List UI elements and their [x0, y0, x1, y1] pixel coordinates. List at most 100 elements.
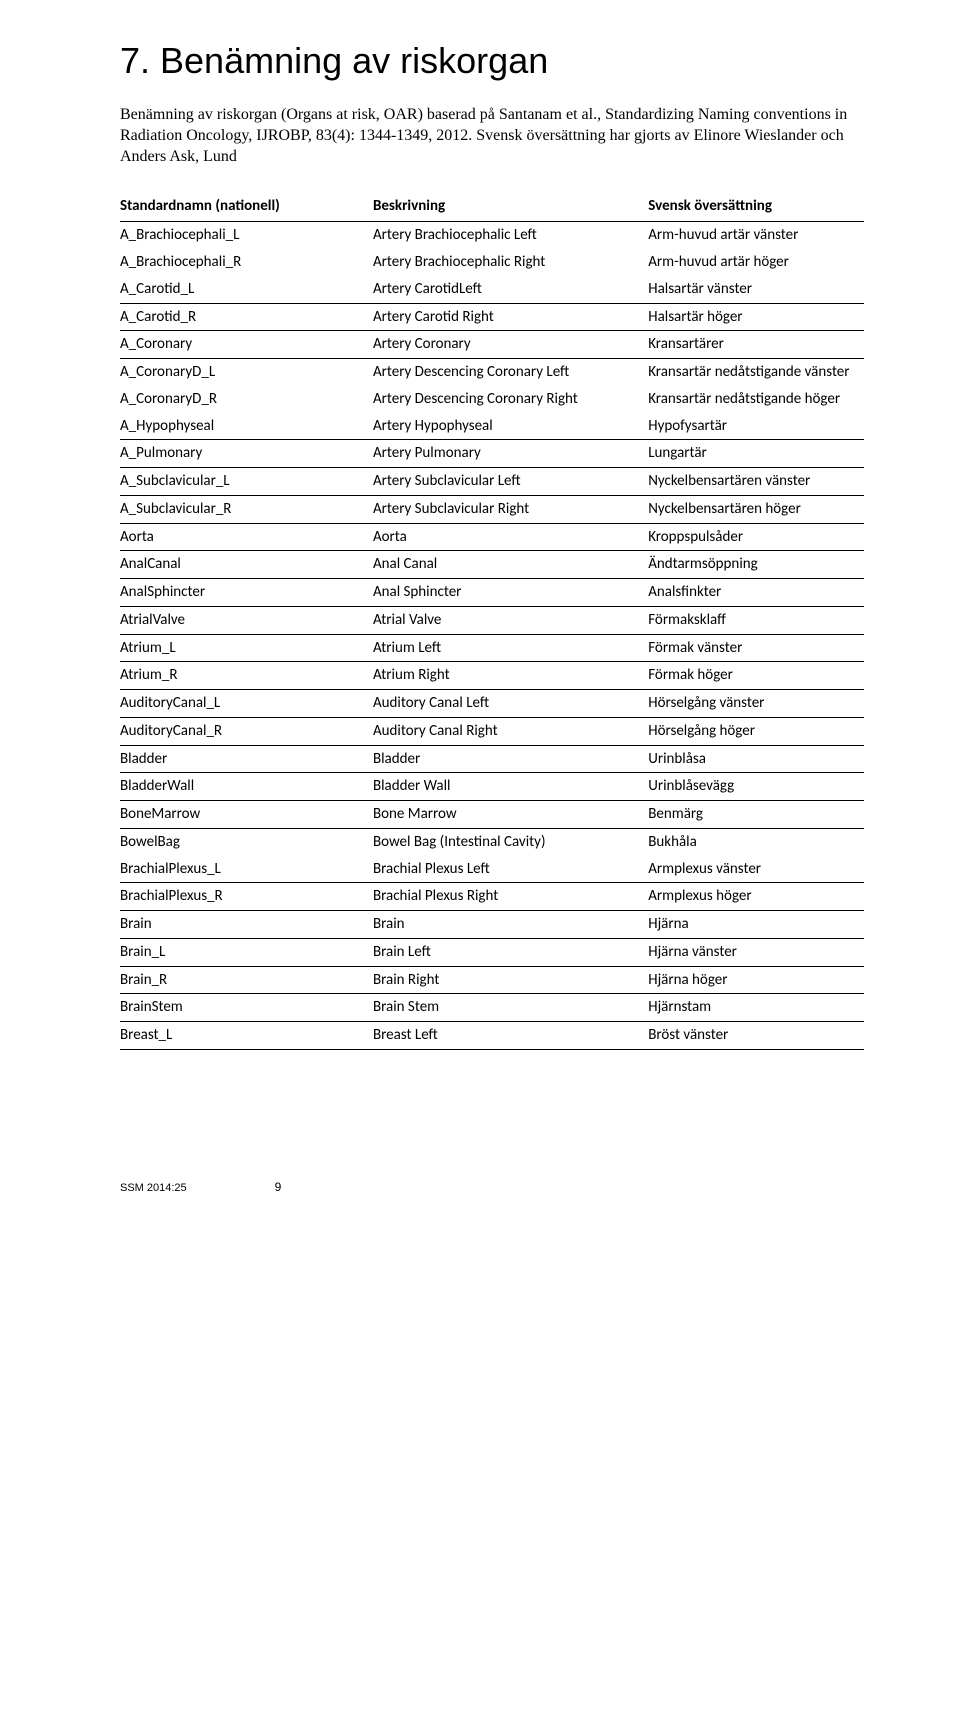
table-row: BoneMarrowBone MarrowBenmärg	[120, 801, 864, 829]
cell-svensk: Arm-huvud artär höger	[648, 249, 864, 276]
table-row: A_HypophysealArtery HypophysealHypofysar…	[120, 413, 864, 440]
table-row: Brain_RBrain RightHjärna höger	[120, 966, 864, 994]
table-row: A_Brachiocephali_LArtery Brachiocephalic…	[120, 222, 864, 249]
table-row: A_Brachiocephali_RArtery Brachiocephalic…	[120, 249, 864, 276]
cell-svensk: Hjärnstam	[648, 994, 864, 1022]
cell-beskrivning: Breast Left	[373, 1022, 648, 1050]
cell-standardnamn: AuditoryCanal_R	[120, 717, 373, 745]
cell-svensk: Hjärna vänster	[648, 938, 864, 966]
cell-beskrivning: Brain Stem	[373, 994, 648, 1022]
cell-standardnamn: BrachialPlexus_R	[120, 883, 373, 911]
table-row: Atrium_LAtrium LeftFörmak vänster	[120, 634, 864, 662]
cell-standardnamn: A_Subclavicular_L	[120, 468, 373, 496]
cell-svensk: Förmaksklaff	[648, 606, 864, 634]
cell-beskrivning: Artery Brachiocephalic Right	[373, 249, 648, 276]
table-row: A_Subclavicular_LArtery Subclavicular Le…	[120, 468, 864, 496]
table-body: A_Brachiocephali_LArtery Brachiocephalic…	[120, 222, 864, 1050]
table-row: A_CoronaryArtery CoronaryKransartärer	[120, 331, 864, 359]
cell-beskrivning: Brachial Plexus Left	[373, 856, 648, 883]
cell-svensk: Ändtarmsöppning	[648, 551, 864, 579]
table-row: Breast_LBreast LeftBröst vänster	[120, 1022, 864, 1050]
page-footer: SSM 2014:25 9	[120, 1180, 864, 1194]
table-row: A_CoronaryD_RArtery Descencing Coronary …	[120, 386, 864, 413]
cell-standardnamn: BoneMarrow	[120, 801, 373, 829]
cell-svensk: Nyckelbensartären vänster	[648, 468, 864, 496]
cell-beskrivning: Brain	[373, 911, 648, 939]
cell-svensk: Armplexus vänster	[648, 856, 864, 883]
cell-svensk: Analsfinkter	[648, 579, 864, 607]
cell-beskrivning: Bowel Bag (Intestinal Cavity)	[373, 828, 648, 855]
col-standardnamn: Standardnamn (nationell)	[120, 193, 373, 222]
table-row: BrachialPlexus_RBrachial Plexus RightArm…	[120, 883, 864, 911]
cell-standardnamn: BladderWall	[120, 773, 373, 801]
cell-beskrivning: Atrium Right	[373, 662, 648, 690]
table-row: AnalSphincterAnal SphincterAnalsfinkter	[120, 579, 864, 607]
cell-beskrivning: Anal Canal	[373, 551, 648, 579]
cell-standardnamn: Atrium_R	[120, 662, 373, 690]
table-row: AnalCanalAnal CanalÄndtarmsöppning	[120, 551, 864, 579]
cell-standardnamn: A_CoronaryD_R	[120, 386, 373, 413]
cell-svensk: Hörselgång vänster	[648, 690, 864, 718]
cell-standardnamn: Brain	[120, 911, 373, 939]
table-row: A_CoronaryD_LArtery Descencing Coronary …	[120, 359, 864, 386]
table-header-row: Standardnamn (nationell) Beskrivning Sve…	[120, 193, 864, 222]
cell-beskrivning: Brachial Plexus Right	[373, 883, 648, 911]
cell-beskrivning: Artery Brachiocephalic Left	[373, 222, 648, 249]
cell-beskrivning: Bone Marrow	[373, 801, 648, 829]
table-row: AuditoryCanal_LAuditory Canal LeftHörsel…	[120, 690, 864, 718]
cell-standardnamn: AnalSphincter	[120, 579, 373, 607]
table-row: AuditoryCanal_RAuditory Canal RightHörse…	[120, 717, 864, 745]
cell-standardnamn: BrachialPlexus_L	[120, 856, 373, 883]
cell-svensk: Benmärg	[648, 801, 864, 829]
cell-standardnamn: BowelBag	[120, 828, 373, 855]
cell-beskrivning: Artery Carotid Right	[373, 303, 648, 331]
cell-beskrivning: Bladder	[373, 745, 648, 773]
cell-beskrivning: Brain Right	[373, 966, 648, 994]
cell-beskrivning: Artery Subclavicular Left	[373, 468, 648, 496]
cell-svensk: Hörselgång höger	[648, 717, 864, 745]
cell-beskrivning: Artery Coronary	[373, 331, 648, 359]
table-row: BrainBrainHjärna	[120, 911, 864, 939]
cell-standardnamn: BrainStem	[120, 994, 373, 1022]
cell-standardnamn: AuditoryCanal_L	[120, 690, 373, 718]
table-row: AtrialValveAtrial ValveFörmaksklaff	[120, 606, 864, 634]
table-row: BowelBagBowel Bag (Intestinal Cavity)Buk…	[120, 828, 864, 855]
cell-svensk: Kransartär nedåtstigande vänster	[648, 359, 864, 386]
table-row: Atrium_RAtrium RightFörmak höger	[120, 662, 864, 690]
table-row: AortaAortaKroppspulsåder	[120, 523, 864, 551]
cell-standardnamn: A_Pulmonary	[120, 440, 373, 468]
cell-standardnamn: Atrium_L	[120, 634, 373, 662]
cell-standardnamn: A_Carotid_R	[120, 303, 373, 331]
cell-svensk: Hypofysartär	[648, 413, 864, 440]
cell-beskrivning: Artery Subclavicular Right	[373, 495, 648, 523]
cell-svensk: Bröst vänster	[648, 1022, 864, 1050]
cell-beskrivning: Artery CarotidLeft	[373, 276, 648, 303]
cell-standardnamn: A_Subclavicular_R	[120, 495, 373, 523]
table-row: BladderBladderUrinblåsa	[120, 745, 864, 773]
cell-svensk: Kroppspulsåder	[648, 523, 864, 551]
cell-svensk: Halsartär vänster	[648, 276, 864, 303]
cell-standardnamn: A_CoronaryD_L	[120, 359, 373, 386]
cell-svensk: Hjärna	[648, 911, 864, 939]
cell-svensk: Urinblåsa	[648, 745, 864, 773]
cell-svensk: Lungartär	[648, 440, 864, 468]
cell-beskrivning: Artery Hypophyseal	[373, 413, 648, 440]
cell-beskrivning: Bladder Wall	[373, 773, 648, 801]
cell-svensk: Kransartärer	[648, 331, 864, 359]
cell-standardnamn: A_Coronary	[120, 331, 373, 359]
cell-beskrivning: Atrial Valve	[373, 606, 648, 634]
cell-standardnamn: Aorta	[120, 523, 373, 551]
cell-svensk: Urinblåsevägg	[648, 773, 864, 801]
cell-standardnamn: A_Brachiocephali_L	[120, 222, 373, 249]
cell-beskrivning: Brain Left	[373, 938, 648, 966]
cell-svensk: Arm-huvud artär vänster	[648, 222, 864, 249]
table-row: A_PulmonaryArtery PulmonaryLungartär	[120, 440, 864, 468]
report-id: SSM 2014:25	[120, 1182, 187, 1194]
cell-standardnamn: A_Brachiocephali_R	[120, 249, 373, 276]
table-row: BrachialPlexus_LBrachial Plexus LeftArmp…	[120, 856, 864, 883]
table-row: A_Carotid_RArtery Carotid RightHalsartär…	[120, 303, 864, 331]
page-heading: 7. Benämning av riskorgan	[120, 40, 864, 82]
cell-beskrivning: Artery Descencing Coronary Right	[373, 386, 648, 413]
cell-svensk: Halsartär höger	[648, 303, 864, 331]
cell-svensk: Kransartär nedåtstigande höger	[648, 386, 864, 413]
